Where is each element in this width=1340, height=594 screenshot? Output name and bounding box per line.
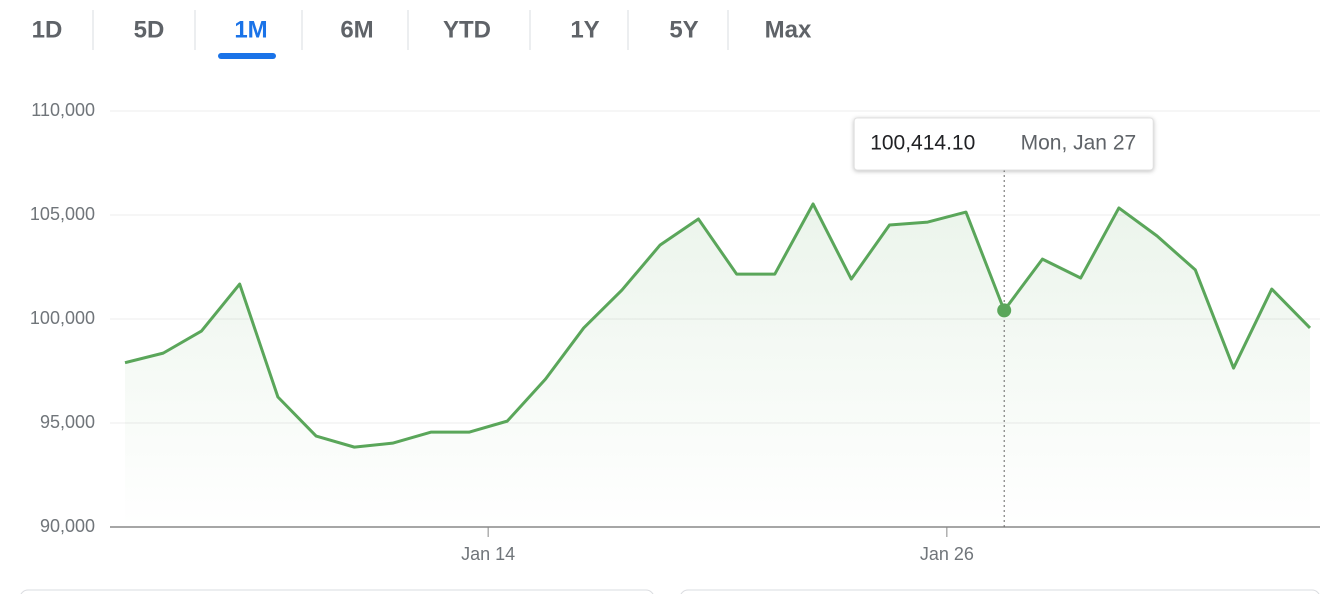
tab[interactable]: YTD bbox=[443, 16, 491, 43]
y-tick-label: 95,000 bbox=[40, 412, 95, 432]
y-tick-label: 100,000 bbox=[30, 308, 95, 328]
y-tick-label: 110,000 bbox=[31, 100, 95, 120]
y-tick-label: 90,000 bbox=[40, 516, 95, 536]
tab[interactable]: 1M bbox=[234, 16, 267, 43]
tooltip bbox=[853, 117, 1154, 171]
x-tick-label: Jan 14 bbox=[461, 544, 515, 564]
tab[interactable]: 5Y bbox=[669, 16, 698, 43]
line-area bbox=[125, 203, 1310, 527]
tooltip-value: 100,414.10 bbox=[870, 132, 975, 155]
price-line bbox=[124, 202, 1312, 449]
x-tick-label: Jan 26 bbox=[920, 544, 974, 564]
tab[interactable]: 5D bbox=[134, 16, 165, 43]
tooltip-date: Mon, Jan 27 bbox=[1021, 132, 1137, 155]
y-tick-label: 105,000 bbox=[30, 204, 95, 224]
tab-indicator bbox=[218, 53, 276, 59]
tab[interactable]: 6M bbox=[340, 16, 373, 43]
card bbox=[20, 589, 654, 594]
tab[interactable]: Max bbox=[765, 16, 812, 43]
tab[interactable]: 1D bbox=[32, 16, 63, 43]
hover-point bbox=[997, 303, 1012, 318]
tab[interactable]: 1Y bbox=[570, 16, 599, 43]
card bbox=[680, 589, 1320, 594]
